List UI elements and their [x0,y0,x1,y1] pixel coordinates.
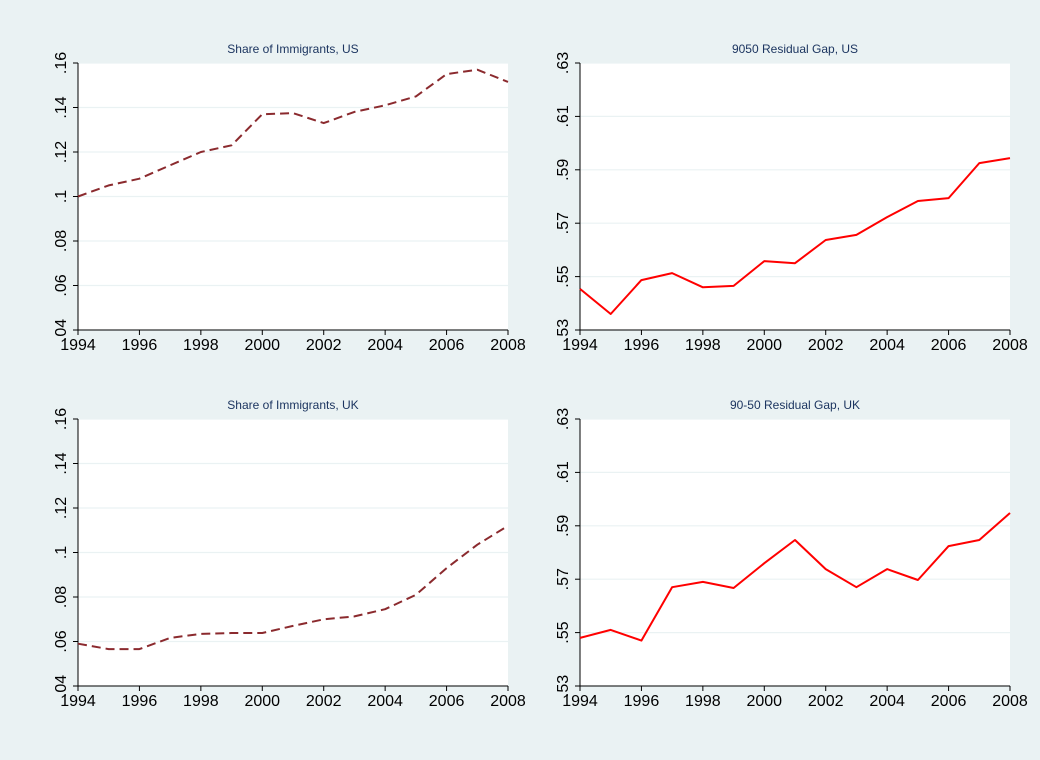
data-line [579,512,1011,642]
x-tick-label: 2004 [869,337,905,354]
x-tick-label: 1996 [122,337,158,354]
y-tick-label: .59 [555,159,572,181]
x-tick-label: 1996 [624,693,660,710]
x-tick-label: 1996 [624,337,660,354]
y-tick-label: .61 [555,461,572,483]
x-tick-label: 2002 [306,337,342,354]
y-tick-label: .06 [53,630,70,652]
x-tick-label: 2000 [746,693,782,710]
y-tick-label: .08 [53,230,70,252]
x-tick-label: 1998 [183,337,219,354]
y-tick-label: .53 [555,319,572,341]
y-tick-label: .06 [53,274,70,296]
data-line [77,524,509,651]
y-tick-label: .08 [53,586,70,608]
y-tick-label: .55 [555,621,572,643]
y-tick-label: .16 [53,52,70,74]
x-tick-label: 1996 [122,693,158,710]
y-tick-label: .12 [53,497,70,519]
x-tick-label: 2008 [992,693,1028,710]
x-tick-label: 2008 [992,337,1028,354]
y-tick-label: .1 [53,190,70,203]
x-tick-label: 2002 [808,693,844,710]
y-tick-label: .57 [555,212,572,234]
y-tick-label: .57 [555,568,572,590]
panel-title: 9050 Residual Gap, US [732,42,858,56]
y-tick-label: .63 [555,52,572,74]
x-tick-label: 1994 [562,693,598,710]
data-line [77,68,509,198]
x-tick-label: 2006 [931,693,967,710]
x-tick-label: 1998 [183,693,219,710]
y-tick-label: .53 [555,675,572,697]
y-tick-label: .04 [53,319,70,341]
y-tick-label: .12 [53,141,70,163]
plot-area [580,419,1010,686]
y-tick-label: .1 [53,546,70,559]
x-tick-label: 1994 [562,337,598,354]
y-tick-label: .04 [53,675,70,697]
y-tick-label: .14 [53,96,70,118]
x-tick-label: 2006 [429,337,465,354]
y-tick-label: .55 [555,265,572,287]
y-tick-label: .59 [555,515,572,537]
x-tick-label: 2008 [490,693,526,710]
x-tick-label: 1994 [60,693,96,710]
panel-title: Share of Immigrants, US [227,42,358,56]
x-tick-label: 2000 [244,337,280,354]
x-tick-label: 2008 [490,337,526,354]
x-tick-label: 2002 [808,337,844,354]
x-tick-label: 2004 [869,693,905,710]
x-tick-label: 2004 [367,693,403,710]
data-line [579,157,1011,315]
y-tick-label: .63 [555,408,572,430]
panel-title: 90-50 Residual Gap, UK [730,398,860,412]
y-tick-label: .14 [53,452,70,474]
y-tick-label: .16 [53,408,70,430]
x-tick-label: 2006 [429,693,465,710]
panel-title: Share of Immigrants, UK [227,398,358,412]
x-tick-label: 1998 [685,337,721,354]
x-tick-label: 1994 [60,337,96,354]
x-tick-label: 1998 [685,693,721,710]
plot-area [580,63,1010,330]
x-tick-label: 2006 [931,337,967,354]
x-tick-label: 2004 [367,337,403,354]
x-tick-label: 2002 [306,693,342,710]
x-tick-label: 2000 [244,693,280,710]
x-tick-label: 2000 [746,337,782,354]
y-tick-label: .61 [555,105,572,127]
